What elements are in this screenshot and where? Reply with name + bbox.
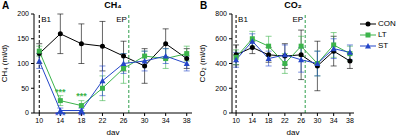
svg-text:10: 10: [232, 117, 240, 124]
svg-text:***: ***: [55, 87, 66, 97]
html-text:LT: LT: [378, 30, 387, 39]
svg-text:B1: B1: [238, 15, 248, 24]
svg-text:CO₂ (ml/d): CO₂ (ml/d): [198, 44, 207, 82]
html-text:A: A: [2, 0, 10, 11]
svg-text:10: 10: [35, 117, 43, 124]
svg-text:600: 600: [215, 35, 227, 42]
svg-text:18: 18: [77, 117, 86, 124]
html-text:B: B: [200, 0, 208, 11]
svg-text:38: 38: [346, 117, 354, 124]
svg-text:200: 200: [215, 85, 227, 92]
svg-text:day: day: [107, 128, 120, 135]
svg-text:**: **: [78, 110, 86, 120]
svg-text:22: 22: [99, 117, 107, 124]
svg-text:***: ***: [55, 110, 66, 120]
svg-text:400: 400: [215, 60, 227, 67]
svg-text:200: 200: [17, 10, 29, 17]
svg-text:26: 26: [297, 117, 305, 124]
svg-text:0: 0: [223, 109, 227, 116]
svg-text:30: 30: [141, 117, 149, 124]
svg-text:100: 100: [17, 60, 29, 67]
html-text:CON: CON: [378, 19, 396, 28]
svg-text:***: ***: [76, 91, 87, 101]
html-text:CH₄: CH₄: [104, 0, 122, 10]
svg-text:EP: EP: [293, 15, 304, 24]
svg-text:50: 50: [21, 85, 29, 92]
svg-text:34: 34: [330, 117, 338, 124]
svg-text:day: day: [287, 128, 300, 135]
svg-text:38: 38: [183, 117, 191, 124]
html-text:ST: ST: [378, 41, 389, 50]
svg-text:22: 22: [281, 117, 289, 124]
svg-text:800: 800: [215, 10, 227, 17]
svg-text:B1: B1: [41, 15, 51, 24]
svg-text:CH₄ (ml/d): CH₄ (ml/d): [8, 44, 9, 82]
svg-text:0: 0: [25, 109, 29, 116]
svg-text:150: 150: [17, 35, 29, 42]
html-text:CO₂: CO₂: [284, 0, 302, 10]
svg-text:30: 30: [314, 117, 322, 124]
svg-text:34: 34: [162, 117, 170, 124]
svg-text:14: 14: [56, 117, 65, 124]
svg-text:18: 18: [265, 117, 273, 124]
svg-text:26: 26: [120, 117, 128, 124]
svg-text:14: 14: [248, 117, 256, 124]
svg-text:EP: EP: [116, 15, 127, 24]
